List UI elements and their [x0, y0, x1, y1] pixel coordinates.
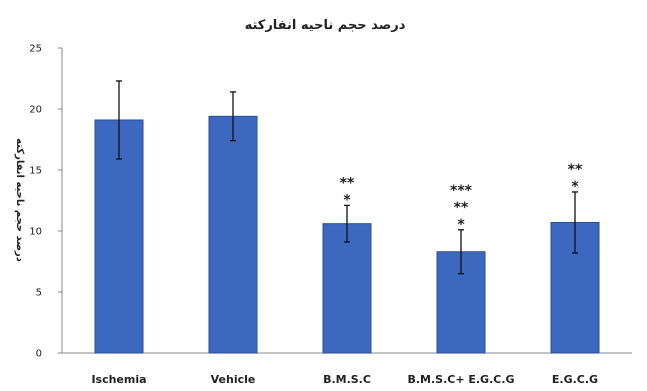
y-tick-label: 15 [29, 166, 42, 177]
y-tick-label: 20 [29, 105, 42, 116]
x-tick-label: Ischemia [91, 373, 146, 386]
x-tick-label: B.M.S.C [323, 373, 371, 386]
significance-marker: ** [568, 162, 583, 178]
bar-1 [208, 115, 258, 354]
significance-marker: * [343, 192, 351, 208]
y-tick-label: 5 [36, 288, 42, 299]
significance-marker: * [571, 179, 579, 195]
significance-marker: ** [340, 175, 355, 191]
x-tick-label: E.G.C.G [552, 373, 598, 386]
significance-marker: ** [454, 200, 469, 216]
y-tick-label: 10 [29, 227, 42, 238]
x-tick-label: Vehicle [211, 373, 256, 386]
y-tick-label: 0 [36, 349, 42, 360]
bar-2 [322, 223, 372, 354]
chart-title: درصد حجم ناحیه انفارکته [245, 18, 406, 33]
y-tick-label: 25 [29, 44, 42, 55]
y-axis-label: درصد حجم ناحیه انفارکته [14, 138, 25, 262]
significance-marker: *** [450, 183, 473, 199]
significance-marker: * [457, 217, 465, 233]
x-tick-label: B.M.S.C+ E.G.C.G [407, 373, 514, 386]
